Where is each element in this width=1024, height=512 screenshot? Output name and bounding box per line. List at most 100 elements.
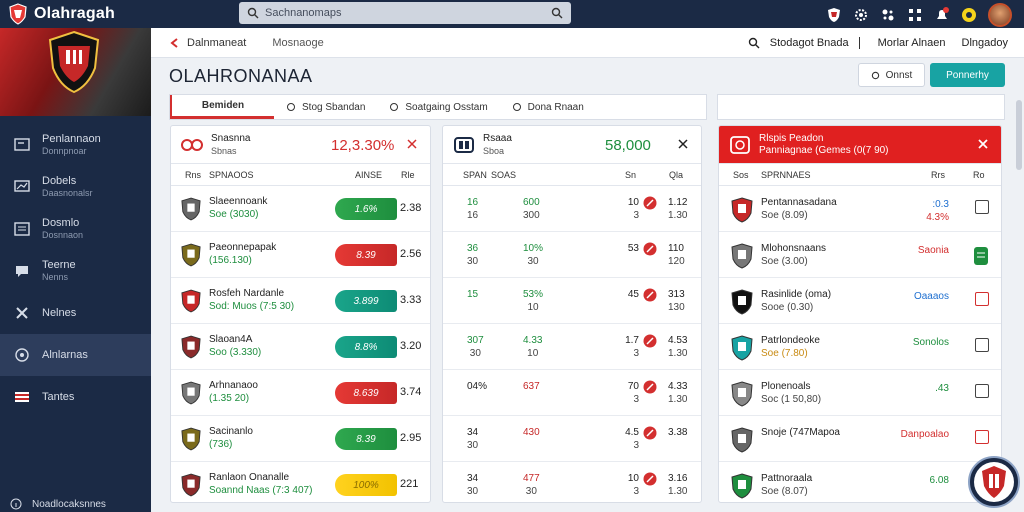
- tab-1[interactable]: Stog Sbandan: [274, 95, 377, 119]
- col-header: Rle: [401, 169, 415, 180]
- sidebar-item-label: Teerne: [42, 259, 76, 271]
- table-row[interactable]: Rasinlide (oma) Sooe (0.30) Oaaaos: [719, 278, 1001, 324]
- stat-b-value: 53%: [523, 289, 544, 300]
- table-row[interactable]: Pattnoraala Soe (8.07) 6.08: [719, 462, 1001, 502]
- table-row[interactable]: Ranlaon Onanalle Soannd Naas (7:3 407) 100…: [171, 462, 430, 502]
- breadcrumb-current[interactable]: Dalnmaneat: [187, 36, 247, 49]
- table-row[interactable]: Arhnanaoo (1.35 20) 8.639 3.74: [171, 370, 430, 416]
- scrollbar[interactable]: [1016, 100, 1022, 170]
- close-icon[interactable]: [677, 138, 689, 150]
- odds-pill[interactable]: 8.39: [335, 244, 397, 266]
- primary-button[interactable]: Ponnerhy: [930, 63, 1005, 87]
- ball-icon[interactable]: [643, 196, 657, 210]
- team-sub: Soo (3.330): [209, 347, 262, 358]
- floating-crest-button[interactable]: [968, 456, 1020, 508]
- tab-2[interactable]: Soatgaing Osstam: [377, 95, 499, 119]
- checkbox[interactable]: [975, 292, 989, 306]
- checkbox[interactable]: [975, 430, 989, 444]
- col-header: Rns: [185, 169, 202, 180]
- odds-pill[interactable]: 100%: [335, 474, 397, 496]
- team-name-cell: Slaeennoank Soe (3030): [209, 195, 267, 221]
- team-name: Sacinanlo: [209, 426, 253, 437]
- stat-b-value: 4.33: [523, 335, 543, 346]
- ball-icon[interactable]: [643, 288, 657, 302]
- tab-3[interactable]: Dona Rnaan: [500, 95, 596, 119]
- table-row[interactable]: 16 16 600 300 10 3 1.12 1.30: [443, 186, 701, 232]
- stat-c-value: 1.7: [625, 335, 639, 346]
- stat-d: 3.16 1.30: [668, 472, 687, 498]
- green-badge-icon[interactable]: [973, 246, 989, 266]
- odds-pill[interactable]: 1.6%: [335, 198, 397, 220]
- table-row[interactable]: 36 30 10% 30 53 110 120: [443, 232, 701, 278]
- table-row[interactable]: Paeonnepapak (156.130) 8.39 2.56: [171, 232, 430, 278]
- table-row[interactable]: 04% 637 70 3 4.33 1.30: [443, 370, 701, 416]
- panel-header: Snasnna Sbnas 12,3.30%: [171, 126, 430, 164]
- header-divider: [858, 37, 860, 49]
- odds-pill[interactable]: 8.639: [335, 382, 397, 404]
- team-name-cell: Pentannasadana Soe (8.09): [761, 196, 837, 222]
- table-row[interactable]: Pentannasadana Soe (8.09):0.3 4.3%: [719, 186, 1001, 232]
- table-row[interactable]: Snoje (747Mapoa Danpoalao: [719, 416, 1001, 462]
- table-row[interactable]: 307 30 4.33 10 1.7 3 4.53 1.30: [443, 324, 701, 370]
- header-link-1[interactable]: Stodagot Bnada: [769, 37, 849, 49]
- sidebar-item-label: Dobels: [42, 175, 77, 187]
- sidebar-item-1[interactable]: Dobels Daasnonalsr: [0, 166, 151, 208]
- ball-icon[interactable]: [643, 380, 657, 394]
- table-row[interactable]: Mlohonsnaans Soe (3.00) Saonia: [719, 232, 1001, 278]
- odds-pill[interactable]: 8.39: [335, 428, 397, 450]
- sidebar-item-label: Tantes: [42, 391, 75, 403]
- checkbox[interactable]: [975, 384, 989, 398]
- stat-d-value: 3.16: [668, 473, 688, 484]
- ball-icon[interactable]: [643, 242, 657, 256]
- table-row[interactable]: Slaeennoank Soe (3030) 1.6% 2.38: [171, 186, 430, 232]
- checkbox[interactable]: [975, 338, 989, 352]
- sidebar-item-4[interactable]: Nelnes: [0, 292, 151, 334]
- sidebar-item-3[interactable]: Teerne Nenns: [0, 250, 151, 292]
- table-row[interactable]: Rosfeh Nardanle Sod: Muos (7:5 30) 3.899 3.…: [171, 278, 430, 324]
- tab-0[interactable]: Bemiden: [170, 95, 274, 119]
- team-name-cell: Pattnoraala Soe (8.07): [761, 472, 812, 498]
- odds-pill[interactable]: 3.899: [335, 290, 397, 312]
- table-row[interactable]: 34 30 477 30 10 3 3.16 1.30: [443, 462, 701, 502]
- table-row[interactable]: 34 30 430 4.5 3 3.38: [443, 416, 701, 462]
- notification-icon[interactable]: [934, 7, 950, 23]
- search-submit-icon[interactable]: [551, 7, 563, 19]
- close-icon[interactable]: [977, 138, 989, 150]
- sidebar-item-6[interactable]: Tantes: [0, 376, 151, 418]
- search-bar[interactable]: Sachnanomaps: [239, 2, 571, 24]
- team-crest-icon[interactable]: [826, 7, 842, 23]
- checkbox[interactable]: [975, 200, 989, 214]
- filter-box[interactable]: [717, 94, 1005, 120]
- table-row[interactable]: Plonenoals Soc (1 50,80) .43: [719, 370, 1001, 416]
- sidebar-item-2[interactable]: Dosmlo Dosnnaon: [0, 208, 151, 250]
- table-row[interactable]: Sacinanlo (736) 8.39 2.95: [171, 416, 430, 462]
- header-link-3[interactable]: Dlngadoy: [961, 37, 1008, 49]
- sidebar-item-sub: Donnpnoar: [42, 146, 87, 156]
- back-arrow-icon[interactable]: [169, 37, 181, 49]
- header-link-2[interactable]: Morlar Alnaen: [877, 37, 946, 49]
- sidebar-item-5[interactable]: Alnlarnas: [0, 334, 151, 376]
- ball-icon[interactable]: [643, 334, 657, 348]
- odds-pill[interactable]: 8.8%: [335, 336, 397, 358]
- close-icon[interactable]: [406, 138, 418, 150]
- stat-b-value: 477: [523, 473, 540, 484]
- header-search-icon[interactable]: [748, 37, 760, 49]
- grid-icon[interactable]: [907, 7, 923, 23]
- table-row[interactable]: Patrlondeoke Soe (7.80) Sonolos: [719, 324, 1001, 370]
- stat-a-value: 36: [467, 243, 479, 254]
- table-row[interactable]: 15 53% 10 45 313 130: [443, 278, 701, 324]
- team-sub: Soe (3.00): [761, 256, 808, 267]
- settings-icon[interactable]: [853, 7, 869, 23]
- secondary-button[interactable]: Onnst: [858, 63, 925, 87]
- sidebar-footer[interactable]: Noadlocaksnnes: [10, 498, 106, 510]
- breadcrumb-next[interactable]: Mosnaoge: [272, 36, 324, 49]
- sidebar-item-0[interactable]: Penlannaon Donnpnoar: [0, 124, 151, 166]
- teams-icon[interactable]: [880, 7, 896, 23]
- team-name: Paeonnepapak: [209, 242, 277, 253]
- user-avatar[interactable]: [988, 3, 1012, 27]
- ball-icon[interactable]: [643, 472, 657, 486]
- ball-icon[interactable]: [961, 7, 977, 23]
- ball-icon[interactable]: [643, 426, 657, 440]
- table-row[interactable]: Slaoan4A Soo (3.330) 8.8% 3.20: [171, 324, 430, 370]
- app-logo[interactable]: Olahragah: [8, 3, 115, 25]
